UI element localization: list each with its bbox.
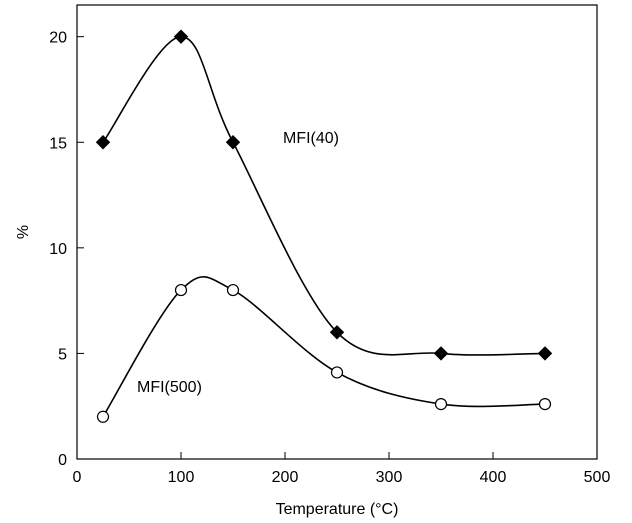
x-axis-label: Temperature (°C) bbox=[276, 501, 399, 518]
data-point-circle bbox=[538, 397, 552, 411]
data-point-circle bbox=[226, 283, 240, 297]
series-line bbox=[102, 276, 546, 418]
data-point-circle bbox=[174, 283, 188, 297]
data-point-diamond bbox=[95, 135, 111, 150]
x-axis-ticks: 0 100 200 300 400 500 bbox=[73, 452, 611, 486]
x-tick-label: 100 bbox=[168, 469, 195, 486]
data-point-diamond bbox=[225, 135, 241, 150]
y-axis-ticks: 0 5 10 15 20 bbox=[49, 30, 84, 469]
y-axis-label: % bbox=[15, 225, 32, 239]
x-tick-label: 300 bbox=[376, 469, 403, 486]
series-curves bbox=[102, 35, 546, 418]
x-tick-label: 400 bbox=[480, 469, 507, 486]
y-tick-label: 0 bbox=[58, 452, 67, 469]
x-tick-label: 200 bbox=[272, 469, 299, 486]
data-point-diamond bbox=[433, 346, 449, 361]
series-markers bbox=[95, 29, 553, 423]
y-tick-label: 5 bbox=[58, 346, 67, 363]
data-point-circle bbox=[434, 397, 448, 411]
data-point-diamond bbox=[329, 325, 345, 340]
series-line bbox=[102, 35, 546, 356]
series-label-mfi500: MFI(500) bbox=[137, 379, 202, 396]
data-point-circle bbox=[330, 366, 344, 379]
y-tick-label: 20 bbox=[49, 30, 67, 47]
plot-frame bbox=[76, 4, 598, 460]
x-tick-label: 500 bbox=[584, 469, 611, 486]
x-tick-label: 0 bbox=[73, 469, 82, 486]
y-tick-label: 10 bbox=[49, 241, 67, 258]
y-tick-label: 15 bbox=[49, 135, 67, 152]
data-point-diamond bbox=[173, 29, 189, 44]
series-label-mfi40: MFI(40) bbox=[283, 130, 339, 147]
data-point-circle bbox=[96, 410, 110, 423]
data-point-diamond bbox=[537, 346, 553, 361]
